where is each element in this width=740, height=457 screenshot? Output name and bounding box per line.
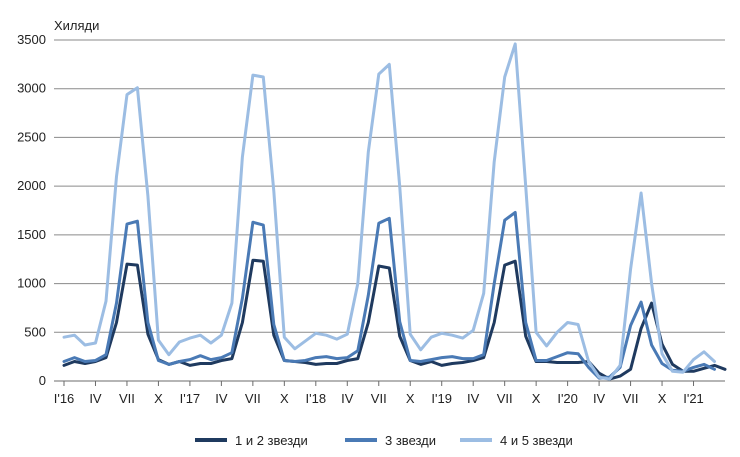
y-tick-label: 3000 <box>17 81 46 96</box>
y-tick-label: 1500 <box>17 227 46 242</box>
x-tick-label: I'20 <box>557 391 578 406</box>
x-tick-label: I'19 <box>431 391 452 406</box>
legend: 1 и 2 звезди 3 звезди 4 и 5 звезди <box>195 433 573 448</box>
x-tick-label: IV <box>89 391 102 406</box>
series-line-2 <box>62 210 716 380</box>
x-tick-label: VII <box>371 391 387 406</box>
series-lines <box>62 42 727 381</box>
x-tick-label: X <box>154 391 163 406</box>
legend-label: 1 и 2 звезди <box>235 433 308 448</box>
y-tick-label: 2000 <box>17 178 46 193</box>
x-tick-label: I'18 <box>306 391 327 406</box>
x-tick-label: X <box>532 391 541 406</box>
series-line-3 <box>62 42 716 381</box>
x-tick-label: IV <box>467 391 480 406</box>
y-tick-label: 0 <box>39 373 46 388</box>
legend-label: 4 и 5 звезди <box>500 433 573 448</box>
x-tick-label: X <box>406 391 415 406</box>
axes: 0 500 1000 1500 2000 2500 3000 3500 I'16 IV VII X I'… <box>17 32 725 406</box>
y-axis-label: Хиляди <box>54 18 99 33</box>
x-tick-label: X <box>280 391 289 406</box>
x-tick-label: IV <box>593 391 606 406</box>
x-tick-label: VII <box>245 391 261 406</box>
x-tick-label: IV <box>341 391 354 406</box>
x-tick-label: I'16 <box>54 391 75 406</box>
x-tick-label: IV <box>215 391 228 406</box>
x-tick-label: I'17 <box>180 391 201 406</box>
y-tick-label: 500 <box>24 324 46 339</box>
y-tick-label: 2500 <box>17 129 46 144</box>
y-tick-label: 3500 <box>17 32 46 47</box>
x-tick-label: VII <box>497 391 513 406</box>
x-tick-label: VII <box>119 391 135 406</box>
x-tick-label: I'21 <box>683 391 704 406</box>
legend-label: 3 звезди <box>385 433 436 448</box>
x-tick-label: VII <box>623 391 639 406</box>
y-tick-label: 1000 <box>17 276 46 291</box>
x-tick-label: X <box>658 391 667 406</box>
